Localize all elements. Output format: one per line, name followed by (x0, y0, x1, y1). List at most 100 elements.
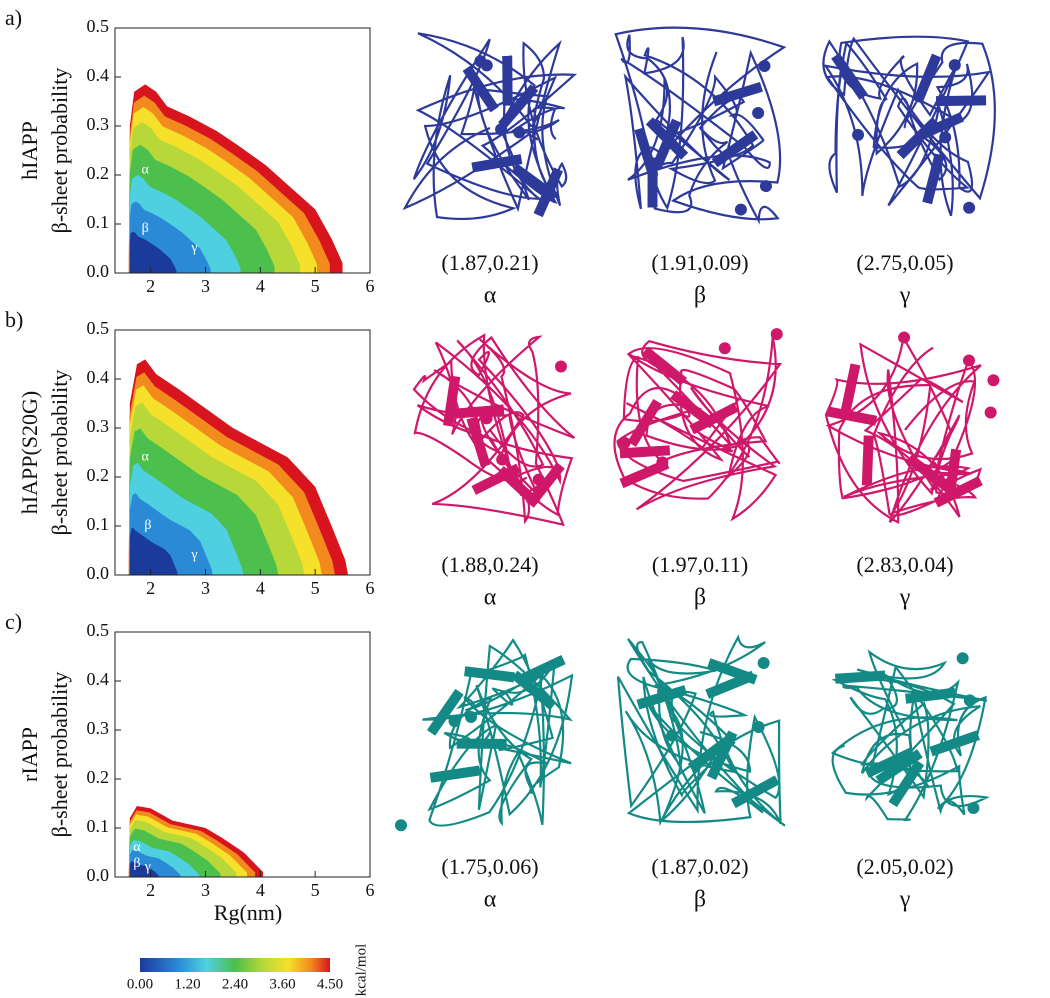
protein-backbone (412, 333, 575, 527)
energy-contour (129, 231, 177, 273)
protein-strand (652, 118, 682, 169)
protein-structure (402, 32, 578, 220)
x-tick-label: 6 (366, 578, 375, 598)
protein-strand (636, 685, 688, 710)
state-coordinates: (1.91,0.09) (651, 250, 748, 275)
protein-strand (647, 157, 658, 208)
terminus-sphere (718, 342, 731, 355)
terminus-sphere (734, 203, 747, 216)
colorbar (140, 958, 330, 972)
y-tick-label: 0.0 (87, 261, 110, 281)
state-marker: α (141, 162, 149, 177)
protein-structure (613, 328, 783, 522)
protein-strand (641, 346, 687, 386)
protein-strand (627, 398, 662, 447)
terminus-sphere (962, 354, 975, 367)
protein-strand (462, 65, 499, 113)
protein-structure (830, 649, 990, 822)
y-tick-label: 0.1 (87, 212, 110, 232)
terminus-sphere (895, 757, 908, 770)
panel-label: a) (5, 5, 22, 30)
terminus-sphere (532, 473, 545, 486)
colorbar-tick-label: 3.60 (269, 976, 295, 992)
state-coordinates: (2.75,0.05) (856, 250, 953, 275)
protein-strand (456, 738, 507, 749)
y-axis-name: hIAPP (17, 121, 42, 180)
state-marker: β (144, 518, 151, 533)
protein-strand (705, 670, 756, 699)
energy-contour (129, 527, 178, 575)
axes-frame (114, 631, 371, 878)
x-tick-label: 3 (201, 578, 210, 598)
protein-structure (394, 638, 574, 832)
protein-strand (426, 688, 464, 736)
protein-strand (689, 402, 739, 435)
protein-strand (913, 53, 942, 104)
terminus-sphere (657, 685, 670, 698)
protein-structure (616, 634, 786, 827)
protein-strand (511, 163, 558, 202)
state-marker: γ (144, 859, 151, 874)
protein-structure (412, 333, 575, 527)
protein-backbone (614, 26, 787, 225)
terminus-sphere (465, 711, 478, 724)
terminus-sphere (757, 657, 770, 670)
protein-strand (619, 445, 671, 459)
terminus-sphere (495, 123, 508, 136)
y-axis-name: hIAPP(S20G) (17, 391, 42, 514)
protein-structure (614, 26, 787, 225)
state-coordinates: (1.75,0.06) (441, 854, 538, 879)
y-tick-label: 0.3 (87, 718, 110, 738)
panel-label: b) (5, 307, 23, 332)
terminus-sphere (852, 128, 865, 141)
state-symbol: α (484, 283, 497, 309)
x-tick-label: 3 (201, 880, 210, 900)
colorbar-unit: kcal/mol (353, 944, 369, 997)
state-marker: γ (190, 548, 197, 563)
protein-strand (670, 390, 717, 429)
protein-strand (831, 52, 868, 100)
state-symbol: β (694, 887, 706, 913)
x-axis-label: Rg(nm) (214, 900, 282, 925)
x-tick-label: 4 (256, 578, 265, 598)
protein-strand (944, 448, 962, 500)
terminus-sphere (656, 456, 669, 469)
colorbar-tick-label: 0.00 (127, 976, 153, 992)
protein-strand (835, 670, 886, 684)
energy-contour (129, 861, 160, 877)
x-tick-label: 4 (256, 880, 265, 900)
state-marker: β (142, 221, 149, 236)
state-symbol: α (484, 585, 497, 611)
terminus-sphere (963, 694, 976, 707)
terminus-sphere (967, 802, 980, 815)
y-tick-label: 0.4 (87, 669, 110, 689)
terminus-sphere (758, 60, 771, 73)
protein-strand (706, 730, 738, 780)
protein-strand (864, 747, 915, 778)
protein-strand (904, 687, 956, 704)
state-symbol: β (694, 283, 706, 309)
x-tick-label: 5 (311, 578, 320, 598)
terminus-sphere (987, 374, 1000, 387)
terminus-sphere (939, 131, 952, 144)
protein-structure (822, 35, 996, 217)
y-tick-label: 0.3 (87, 416, 110, 436)
y-tick-label: 0.4 (87, 367, 110, 387)
x-tick-label: 6 (366, 276, 375, 296)
protein-strand (826, 406, 878, 426)
state-symbol: α (484, 887, 497, 913)
protein-backbone (824, 334, 982, 525)
protein-strand (840, 363, 861, 415)
y-tick-label: 0.1 (87, 816, 110, 836)
terminus-sphere (956, 652, 969, 665)
protein-strand (929, 730, 980, 757)
state-marker: α (133, 840, 141, 855)
axes-frame (114, 329, 371, 576)
terminus-sphere (963, 201, 976, 214)
protein-strand (935, 95, 987, 107)
y-tick-label: 0.2 (87, 767, 110, 787)
state-coordinates: (1.88,0.24) (441, 552, 538, 577)
state-symbol: γ (899, 887, 911, 913)
protein-strand (471, 154, 523, 173)
